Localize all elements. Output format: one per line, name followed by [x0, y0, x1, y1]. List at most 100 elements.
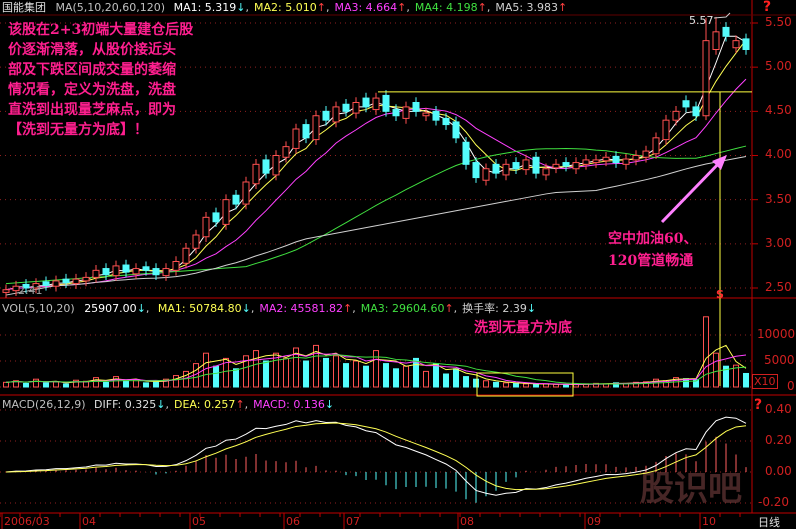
arrow-head-icon	[712, 155, 727, 170]
volume-annotation: 洗到无量方为底	[474, 320, 572, 336]
candle-body	[732, 40, 740, 49]
candle-body	[382, 94, 390, 112]
candle-body	[432, 110, 440, 121]
candle-body	[422, 112, 430, 117]
volume-tick-label: 5000	[764, 353, 795, 367]
help-icon[interactable]: ?	[763, 0, 772, 15]
candle-body	[632, 154, 640, 161]
volume-bar	[633, 381, 639, 388]
price-tick-label: 2.50	[765, 279, 792, 294]
indicator-value: MA2: 5.010	[254, 1, 317, 14]
candle-body	[302, 124, 310, 139]
period-label[interactable]: 日线	[758, 516, 780, 529]
price-header: 国能集团 MA(5,10,20,60,120) MA1: 5.319↓, MA2:…	[2, 1, 568, 14]
indicator-value: MA3: 4.664	[334, 1, 398, 14]
price-tick-label: 3.00	[765, 235, 792, 250]
candle-body	[132, 268, 140, 275]
volume-bar	[73, 379, 79, 388]
volume-bar	[223, 357, 229, 388]
candle-body	[572, 162, 580, 170]
candle-body	[502, 163, 510, 176]
volume-bar	[443, 373, 449, 388]
candle-body	[582, 159, 590, 165]
annotation-line: 【洗到无量方为底】！	[8, 122, 148, 138]
arrow-down-icon: ↓	[136, 302, 146, 315]
annotation-line: 直洗到出现量芝麻点，即为	[8, 102, 176, 118]
candle-body	[242, 181, 250, 205]
annotation-line: 120管道畅通	[608, 253, 694, 269]
macd-tick-label: 0.00	[765, 464, 792, 478]
arrow-up-icon: ↑	[343, 302, 353, 315]
candle-body	[602, 156, 610, 162]
indicator-value: MACD: 0.136	[253, 398, 325, 411]
arrow-annotation: 空中加油60、 120管道畅通	[608, 228, 697, 272]
candle-body	[512, 162, 520, 170]
diff-line	[5, 416, 747, 496]
annotation-line: 该股在2+3初端大量建仓后股	[8, 22, 194, 38]
candle-body	[402, 106, 410, 119]
candle-body	[92, 269, 100, 278]
help-icon[interactable]: ?	[754, 397, 763, 413]
volume-tick-label: 0	[787, 379, 795, 393]
candle-body	[52, 280, 60, 287]
indicator-value: MA4: 4.198	[414, 1, 478, 14]
volume-bar	[163, 378, 169, 388]
volume-bar	[513, 382, 519, 388]
candle-body	[442, 117, 450, 126]
volume-bar	[503, 382, 509, 388]
arrow-up-icon: ↑	[558, 1, 568, 14]
candle-body	[252, 163, 260, 185]
volume-bar	[643, 381, 649, 388]
volume-bar	[303, 360, 309, 388]
ma-line-4	[5, 145, 747, 285]
price-tick-label: 3.50	[765, 191, 792, 206]
ma-params: MA(5,10,20,60,120)	[55, 1, 166, 14]
annotation-line: 部及下跌区间成交量的萎缩	[8, 62, 176, 78]
peak-pointer	[713, 12, 731, 19]
macd-tick-label: 0.40	[765, 402, 792, 416]
candle-body	[562, 162, 570, 167]
volume-bar	[33, 378, 39, 388]
candle-body	[312, 115, 320, 141]
volume-bar	[693, 379, 699, 388]
volume-bar	[523, 383, 529, 388]
highlight-box	[476, 372, 574, 397]
signal-marker[interactable]: S	[716, 288, 724, 301]
candle-body	[212, 212, 220, 223]
arrow-up-icon: ↑	[444, 302, 454, 315]
price-tick-label: 5.50	[765, 15, 792, 29]
candle-body	[362, 97, 370, 108]
annotation-arrow	[660, 158, 724, 224]
price-tick-label: 4.00	[765, 147, 792, 162]
candle-body	[182, 247, 190, 264]
volume-bar	[353, 360, 359, 388]
arrow-up-icon: ↑	[235, 398, 245, 411]
candle-body	[682, 100, 690, 108]
price-tick-label: 5.00	[765, 59, 792, 74]
candle-body	[412, 101, 420, 112]
candle-body	[742, 38, 750, 50]
volume-bar	[113, 376, 119, 388]
candle-body	[202, 216, 210, 238]
candle-body	[172, 260, 180, 271]
candle-body	[102, 268, 110, 276]
volume-bar	[383, 363, 389, 388]
candle-body	[462, 141, 470, 165]
candle-body	[192, 234, 200, 249]
candle-body	[122, 264, 130, 273]
macd-tick-label: 0.20	[765, 433, 792, 447]
volume-bar	[483, 380, 489, 388]
volume-bar	[563, 384, 569, 388]
volume-tick-label: 10000	[757, 327, 796, 341]
volume-bar	[283, 357, 289, 388]
candle-body	[232, 194, 240, 205]
date-label: 05	[192, 515, 206, 528]
arrow-down-icon: ↓	[526, 302, 537, 315]
candle-body	[22, 283, 30, 289]
candle-body	[352, 101, 360, 114]
candle-body	[72, 278, 80, 285]
price-tick-label: 4.50	[765, 103, 792, 118]
annotation-line: 价逐渐滑落，从股价接近头	[8, 42, 176, 58]
